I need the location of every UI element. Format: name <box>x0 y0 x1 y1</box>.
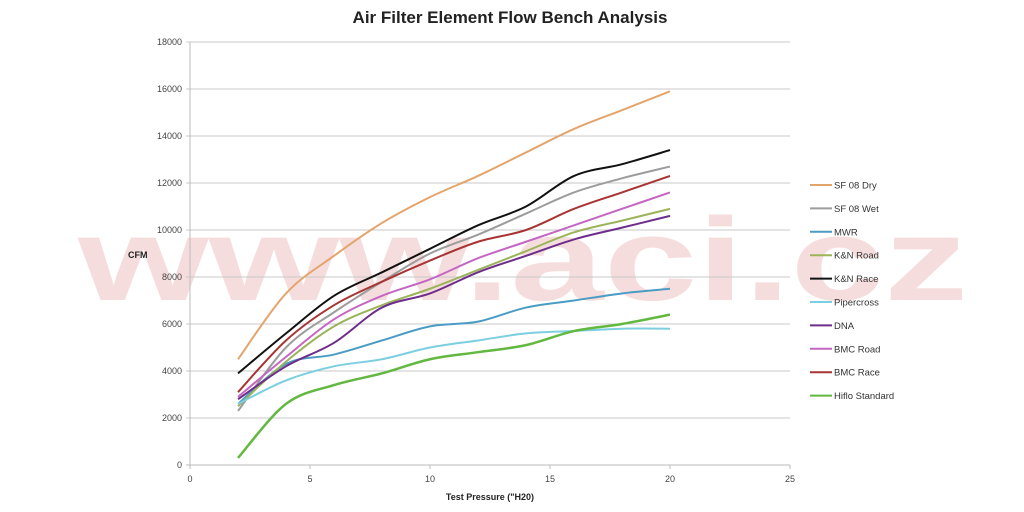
y-axis-label: CFM <box>128 250 148 260</box>
legend-label: DNA <box>834 321 855 332</box>
y-tick-label: 8000 <box>162 272 182 282</box>
series-line-6 <box>237 214 671 401</box>
series-line-8 <box>237 175 671 393</box>
series-line-2 <box>237 287 671 405</box>
x-axis-ticks: 0 5 10 15 20 25 <box>187 465 795 484</box>
legend-item: K&N Road <box>810 251 879 262</box>
series-line-4 <box>237 149 671 375</box>
legend-item: Hiflo Standard <box>810 391 894 402</box>
legend-item: DNA <box>810 321 855 332</box>
y-axis-ticks: 0 2000 4000 6000 8000 10000 12000 14000 16000 180… <box>157 37 182 470</box>
y-tick-label: 12000 <box>157 178 182 188</box>
series-line-3 <box>237 207 671 407</box>
y-tick-label: 14000 <box>157 131 182 141</box>
legend-item: Pipercross <box>810 298 879 309</box>
series-line-0 <box>237 90 671 360</box>
series-line-9 <box>237 313 671 459</box>
legend: SF 08 Dry SF 08 Wet MWR K&N Road K&N Race Pip… <box>810 181 894 402</box>
series-line-5 <box>237 327 671 405</box>
x-tick-label: 5 <box>307 474 312 484</box>
y-tick-label: 4000 <box>162 366 182 376</box>
legend-item: K&N Race <box>810 274 878 285</box>
x-tick-label: 0 <box>187 474 192 484</box>
x-axis-label: Test Pressure ("H20) <box>446 492 534 502</box>
legend-label: K&N Race <box>834 274 878 285</box>
legend-label: Hiflo Standard <box>834 391 894 402</box>
y-tick-label: 10000 <box>157 225 182 235</box>
series-lines <box>237 90 671 459</box>
legend-label: MWR <box>834 227 858 238</box>
legend-label: SF 08 Dry <box>834 181 877 192</box>
x-tick-label: 25 <box>785 474 795 484</box>
x-tick-label: 20 <box>665 474 675 484</box>
legend-label: K&N Road <box>834 251 879 262</box>
legend-label: BMC Race <box>834 368 880 379</box>
y-tick-label: 18000 <box>157 37 182 47</box>
legend-item: SF 08 Dry <box>810 181 877 192</box>
y-tick-label: 2000 <box>162 413 182 423</box>
y-tick-label: 16000 <box>157 84 182 94</box>
x-tick-label: 15 <box>545 474 555 484</box>
series-line-7 <box>237 191 671 398</box>
legend-label: BMC Road <box>834 344 880 355</box>
chart-title: Air Filter Element Flow Bench Analysis <box>353 8 668 27</box>
y-tick-label: 0 <box>177 460 182 470</box>
legend-label: Pipercross <box>834 298 879 309</box>
legend-item: BMC Race <box>810 368 880 379</box>
legend-label: SF 08 Wet <box>834 204 879 215</box>
x-tick-label: 10 <box>425 474 435 484</box>
y-tick-label: 6000 <box>162 319 182 329</box>
legend-item: MWR <box>810 227 858 238</box>
series-line-1 <box>237 165 671 412</box>
legend-item: BMC Road <box>810 344 880 355</box>
legend-item: SF 08 Wet <box>810 204 879 215</box>
